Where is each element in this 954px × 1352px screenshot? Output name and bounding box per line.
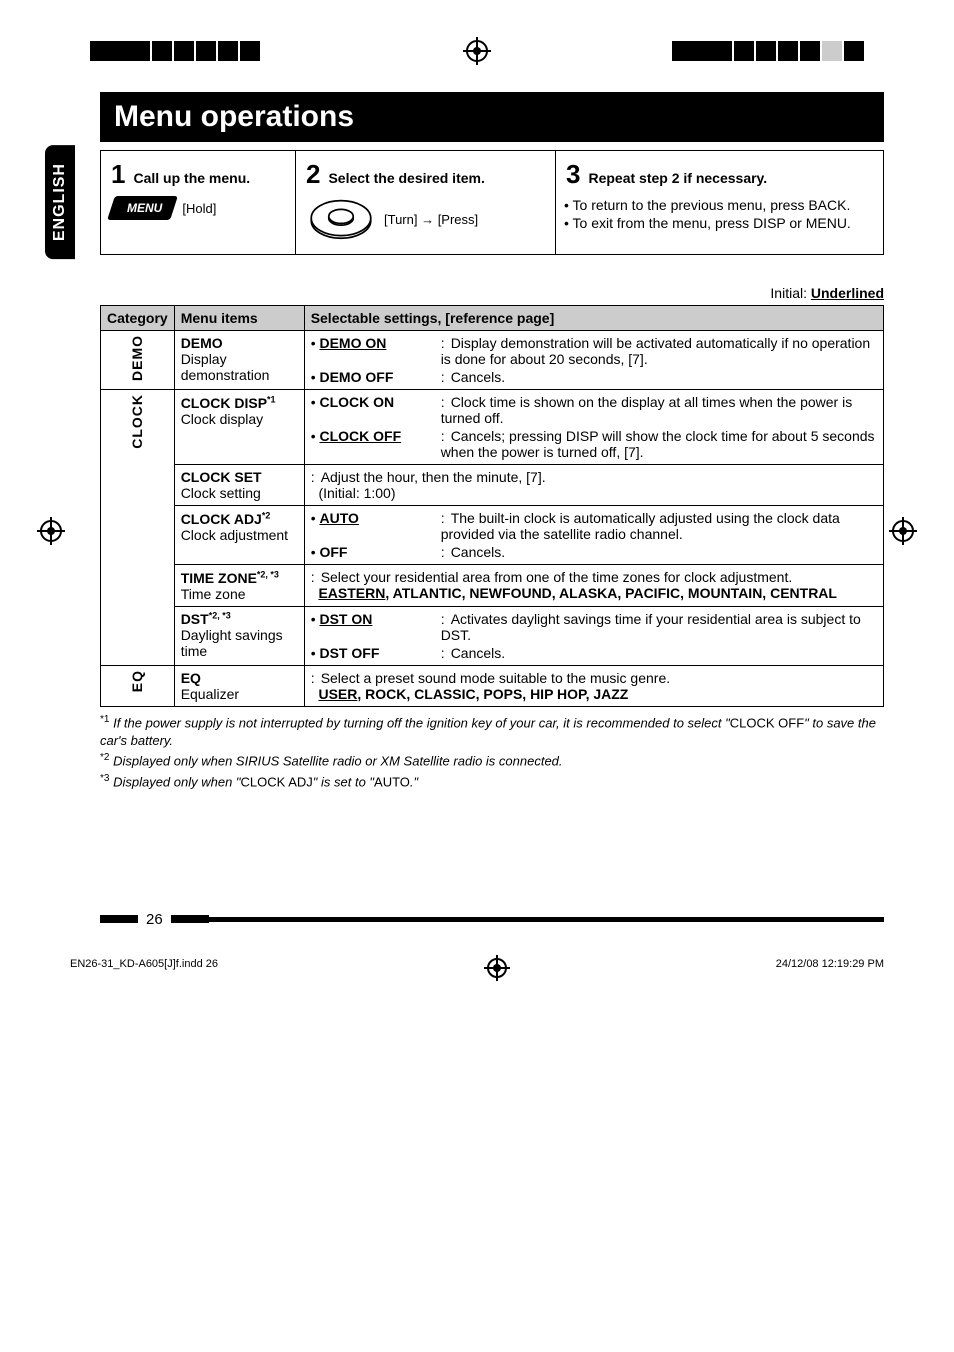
step-3-bullet-2: To exit from the menu, press DISP or MEN… — [566, 214, 851, 232]
page-title: Menu operations — [100, 92, 884, 142]
step-3-num: 3 — [566, 159, 580, 190]
settings-demo: DEMO ON :Display demonstration will be a… — [304, 331, 883, 390]
step-2-title: Select the desired item. — [328, 170, 484, 186]
step-1: 1 Call up the menu. MENU [Hold] — [101, 151, 296, 254]
registration-mark-bottom — [487, 958, 507, 978]
table-row: DEMO DEMO Display demonstration DEMO ON … — [101, 331, 884, 390]
page-number-bar: 26 — [100, 911, 884, 928]
table-row: TIME ZONE*2, *3 Time zone :Select your r… — [101, 565, 884, 607]
step-2-num: 2 — [306, 159, 320, 190]
table-row: CLOCK SET Clock setting :Adjust the hour… — [101, 465, 884, 506]
knob-icon — [306, 196, 376, 242]
item-clockdisp: CLOCK DISP*1 Clock display — [174, 390, 304, 465]
item-clockset: CLOCK SET Clock setting — [174, 465, 304, 506]
crop-marks-top — [70, 40, 884, 62]
menu-table: Category Menu items Selectable settings,… — [100, 305, 884, 707]
table-row: DST*2, *3 Daylight savings time DST ON :… — [101, 606, 884, 665]
th-settings: Selectable settings, [reference page] — [304, 306, 883, 331]
footer-timestamp: 24/12/08 12:19:29 PM — [776, 958, 884, 978]
page: ENGLISH Menu operations 1 Call up the me… — [0, 0, 954, 1018]
item-eq: EQ Equalizer — [174, 665, 304, 706]
settings-timezone: :Select your residential area from one o… — [304, 565, 883, 607]
footnotes: *1 If the power supply is not interrupte… — [100, 713, 884, 791]
table-row: CLOCK ADJ*2 Clock adjustment AUTO :The b… — [101, 506, 884, 565]
turn-press-label: [Turn] → [Press] — [384, 212, 478, 227]
step-3: 3 Repeat step 2 if necessary. To return … — [556, 151, 883, 254]
steps-row: 1 Call up the menu. MENU [Hold] 2 Select… — [100, 150, 884, 255]
cat-demo: DEMO — [101, 331, 175, 390]
item-dst: DST*2, *3 Daylight savings time — [174, 606, 304, 665]
settings-eq: :Select a preset sound mode suitable to … — [304, 665, 883, 706]
hold-label: [Hold] — [182, 201, 216, 216]
item-demo: DEMO Display demonstration — [174, 331, 304, 390]
step-3-bullet-1: To return to the previous menu, press BA… — [566, 196, 851, 214]
item-clockadj: CLOCK ADJ*2 Clock adjustment — [174, 506, 304, 565]
item-timezone: TIME ZONE*2, *3 Time zone — [174, 565, 304, 607]
page-number: 26 — [146, 911, 163, 928]
registration-mark-top — [466, 40, 488, 62]
menu-button-graphic: MENU — [107, 196, 178, 220]
footer-file: EN26-31_KD-A605[J]f.indd 26 — [70, 958, 218, 978]
cat-eq: EQ — [101, 665, 175, 706]
table-row: CLOCK CLOCK DISP*1 Clock display CLOCK O… — [101, 390, 884, 465]
initial-label-line: Initial: Underlined — [100, 285, 884, 301]
cat-clock: CLOCK — [101, 390, 175, 666]
th-category: Category — [101, 306, 175, 331]
step-1-title: Call up the menu. — [133, 170, 250, 186]
step-2: 2 Select the desired item. [Turn] → [Pre… — [296, 151, 556, 254]
language-tab: ENGLISH — [45, 145, 75, 259]
step-1-num: 1 — [111, 159, 125, 190]
settings-dst: DST ON :Activates daylight savings time … — [304, 606, 883, 665]
footer-meta: EN26-31_KD-A605[J]f.indd 26 24/12/08 12:… — [70, 958, 884, 978]
settings-clockadj: AUTO :The built-in clock is automaticall… — [304, 506, 883, 565]
th-items: Menu items — [174, 306, 304, 331]
settings-clockdisp: CLOCK ON :Clock time is shown on the dis… — [304, 390, 883, 465]
settings-clockset: :Adjust the hour, then the minute, [7]. … — [304, 465, 883, 506]
table-row: EQ EQ Equalizer :Select a preset sound m… — [101, 665, 884, 706]
step-3-title: Repeat step 2 if necessary. — [588, 170, 767, 186]
